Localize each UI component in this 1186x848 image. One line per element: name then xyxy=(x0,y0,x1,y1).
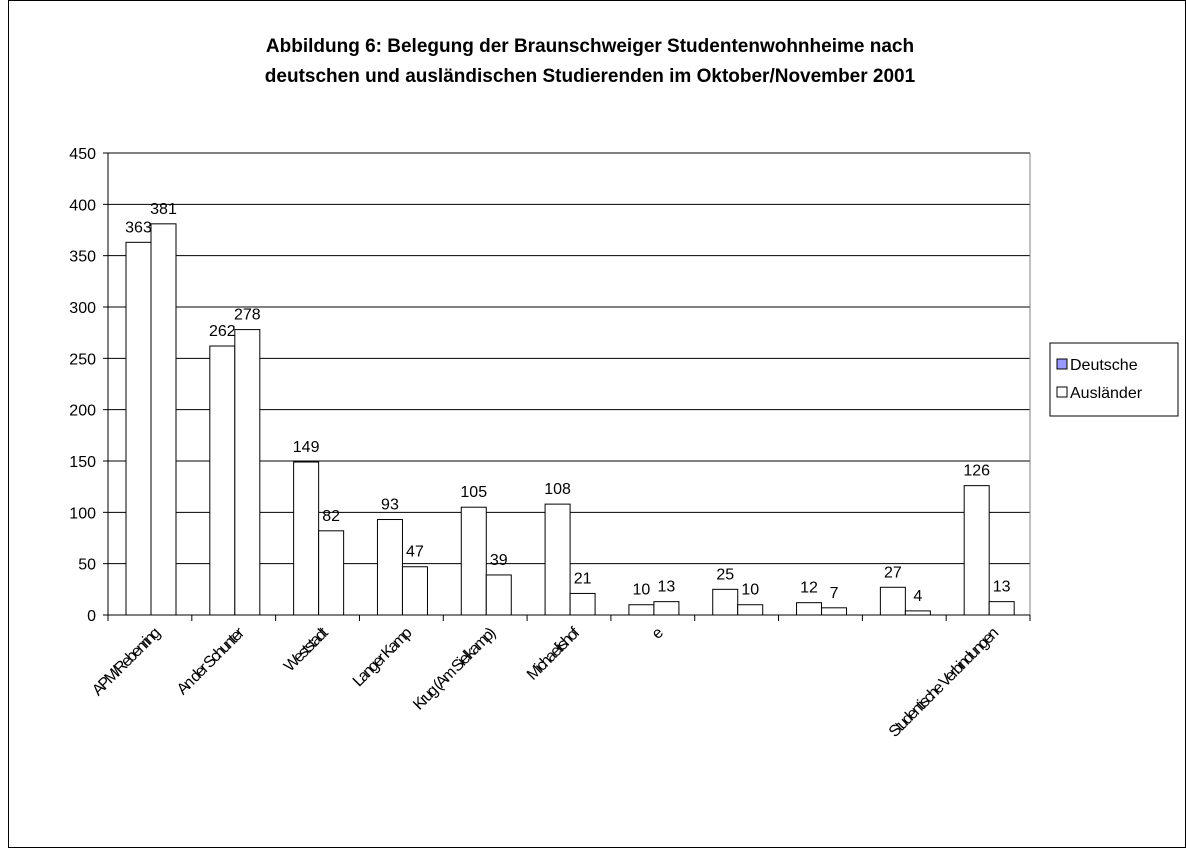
chart-title: Abbildung 6: Belegung der Braunschweiger… xyxy=(266,36,914,57)
bar xyxy=(737,604,764,616)
bar xyxy=(628,604,655,616)
bar xyxy=(376,519,403,616)
data-label: 381 xyxy=(150,201,177,218)
bar xyxy=(293,461,320,616)
chart-title: deutschen und ausländischen Studierenden… xyxy=(265,66,916,87)
y-tick-label: 100 xyxy=(69,505,96,522)
bar xyxy=(796,602,823,616)
bar xyxy=(988,601,1015,616)
data-label: 363 xyxy=(125,219,152,236)
y-tick-label: 0 xyxy=(87,608,96,625)
y-tick-label: 300 xyxy=(69,300,96,317)
bar xyxy=(150,223,177,616)
bar xyxy=(544,503,571,616)
data-label: 12 xyxy=(800,580,818,597)
data-label: 82 xyxy=(322,508,340,525)
bar xyxy=(653,601,680,616)
y-tick-label: 450 xyxy=(69,146,96,163)
data-label: 13 xyxy=(993,579,1011,596)
bar xyxy=(904,610,931,616)
bar xyxy=(234,329,261,616)
bar xyxy=(209,345,236,616)
data-label: 10 xyxy=(633,582,651,599)
y-tick-label: 350 xyxy=(69,249,96,266)
legend-swatch xyxy=(1056,358,1068,370)
data-label: 262 xyxy=(209,323,236,340)
data-label: 7 xyxy=(830,585,839,602)
bar xyxy=(712,588,739,616)
data-label: 4 xyxy=(913,588,922,605)
data-label: 10 xyxy=(741,582,759,599)
data-label: 149 xyxy=(293,439,320,456)
data-label: 13 xyxy=(658,579,676,596)
data-label: 27 xyxy=(884,564,902,581)
data-label: 39 xyxy=(490,552,508,569)
data-label: 47 xyxy=(406,544,424,561)
bar xyxy=(460,506,487,616)
bar xyxy=(569,592,596,616)
y-tick-label: 250 xyxy=(69,351,96,368)
y-tick-label: 200 xyxy=(69,403,96,420)
y-tick-label: 50 xyxy=(78,557,96,574)
data-label: 93 xyxy=(381,497,399,514)
bar xyxy=(401,566,428,616)
bar xyxy=(125,241,152,616)
legend-label: Ausländer xyxy=(1070,385,1143,402)
data-label: 278 xyxy=(234,307,261,324)
data-label: 25 xyxy=(716,566,734,583)
bar xyxy=(485,574,512,616)
data-label: 108 xyxy=(544,481,571,498)
data-label: 126 xyxy=(963,463,990,480)
data-label: 21 xyxy=(574,570,592,587)
bar xyxy=(879,586,906,616)
bar xyxy=(318,530,345,616)
data-label: 105 xyxy=(460,484,487,501)
bar xyxy=(963,485,990,616)
legend-box xyxy=(1049,342,1179,417)
y-tick-label: 150 xyxy=(69,454,96,471)
y-tick-label: 400 xyxy=(69,197,96,214)
legend-swatch xyxy=(1056,386,1068,398)
legend-label: Deutsche xyxy=(1070,357,1138,374)
bar xyxy=(821,607,848,616)
chart-frame xyxy=(8,0,1186,848)
